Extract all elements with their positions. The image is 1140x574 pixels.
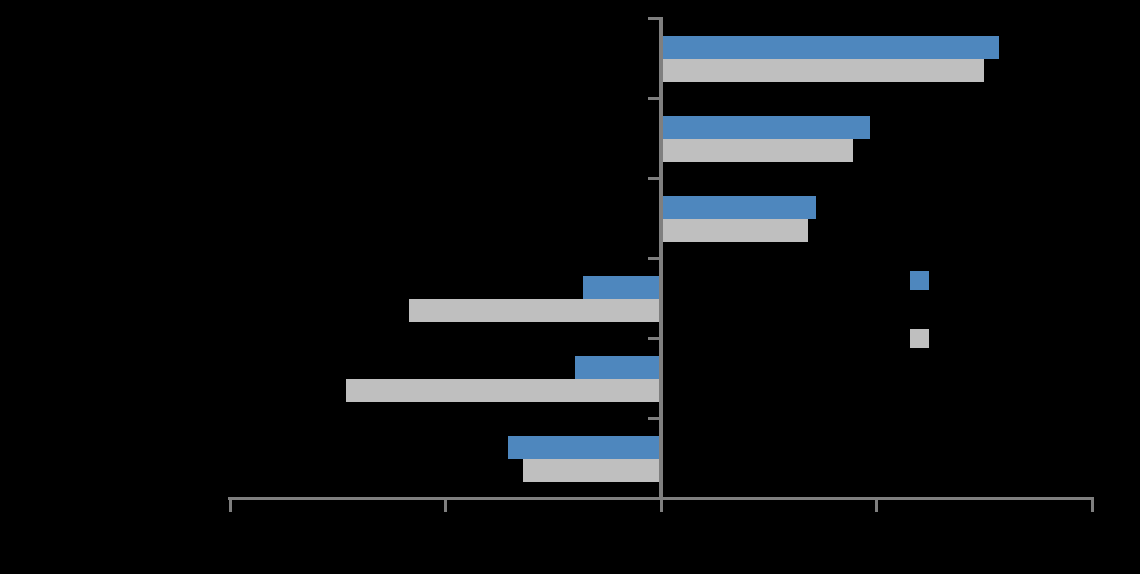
category-axis-tick	[648, 417, 659, 420]
bar-blue-series-cat5	[575, 356, 661, 379]
value-axis-tick	[1091, 497, 1094, 512]
bar-gray-series-cat1	[661, 59, 984, 82]
legend-swatch-gray-series	[910, 329, 929, 348]
bar-gray-series-cat5	[346, 379, 661, 402]
bar-blue-series-cat2	[661, 116, 870, 139]
value-axis-tick	[444, 497, 447, 512]
category-axis-tick	[648, 177, 659, 180]
bar-blue-series-cat4	[583, 276, 661, 299]
value-axis-tick	[229, 497, 232, 512]
bar-blue-series-cat6	[508, 436, 661, 459]
bar-blue-series-cat1	[661, 36, 999, 59]
legend-swatch-blue-series	[910, 271, 929, 290]
category-axis-tick	[648, 257, 659, 260]
bar-gray-series-cat4	[409, 299, 661, 322]
bar-gray-series-cat3	[661, 219, 808, 242]
value-axis-tick	[660, 497, 663, 512]
bar-gray-series-cat2	[661, 139, 853, 162]
category-axis-tick	[648, 97, 659, 100]
value-axis-tick	[875, 497, 878, 512]
category-axis-line	[659, 17, 663, 499]
category-axis-tick	[648, 337, 659, 340]
bar-blue-series-cat3	[661, 196, 816, 219]
bar-gray-series-cat6	[523, 459, 661, 482]
category-axis-tick	[648, 17, 659, 20]
